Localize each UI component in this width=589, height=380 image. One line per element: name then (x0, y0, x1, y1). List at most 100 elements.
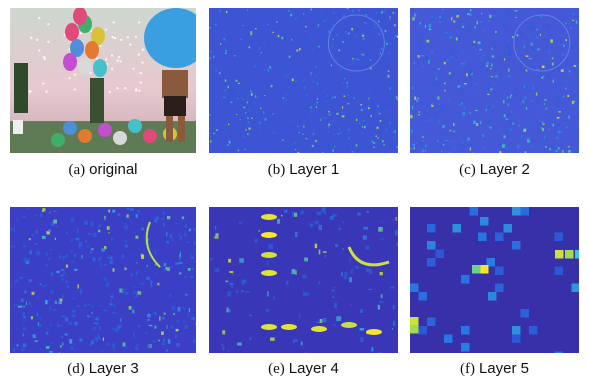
activation (154, 326, 156, 329)
activation (532, 85, 533, 87)
activation (574, 65, 577, 67)
activation (135, 236, 138, 239)
activation (172, 306, 175, 310)
activation (372, 140, 374, 142)
activation (242, 98, 243, 100)
activation (397, 13, 398, 14)
activation (529, 58, 532, 59)
activation (292, 269, 296, 274)
activation (554, 136, 556, 137)
activation (189, 308, 190, 312)
activation (348, 129, 349, 131)
activation (314, 221, 319, 225)
activation (419, 292, 428, 301)
activation (236, 114, 237, 115)
activation (397, 19, 398, 20)
activation (539, 25, 541, 28)
activation (79, 339, 82, 342)
activation (439, 16, 441, 17)
activation (231, 67, 232, 68)
caption-text: Layer 2 (480, 161, 530, 178)
activation (66, 275, 68, 276)
activation (427, 318, 436, 327)
activation (77, 229, 79, 233)
activation (388, 75, 390, 77)
activation (470, 13, 472, 15)
activation (513, 61, 514, 62)
activation (342, 115, 343, 117)
activation (571, 63, 572, 64)
activation (508, 80, 511, 82)
activation (395, 35, 396, 36)
activation (355, 266, 359, 269)
activation (195, 290, 196, 291)
activation (331, 64, 332, 66)
activation (95, 337, 97, 339)
activation (356, 144, 358, 146)
activation (22, 312, 25, 315)
activation (574, 102, 576, 104)
activation (392, 328, 393, 329)
activation (380, 120, 382, 122)
activation (312, 37, 314, 39)
activation (502, 89, 504, 90)
activation (227, 307, 229, 312)
activation (467, 29, 469, 31)
activation (531, 64, 532, 67)
activation (456, 37, 458, 40)
activation (98, 225, 101, 228)
activation (523, 129, 526, 132)
activation (245, 129, 247, 130)
activation (390, 44, 391, 45)
sparkle (119, 60, 121, 62)
activation (82, 255, 83, 258)
activation (508, 75, 510, 77)
activation (461, 103, 462, 105)
activation (48, 258, 51, 260)
activation (321, 207, 325, 212)
activation (396, 142, 397, 144)
activation (343, 115, 345, 117)
activation (79, 242, 83, 246)
activation (333, 13, 335, 14)
activation (472, 265, 481, 274)
activation (66, 265, 68, 268)
activation (441, 150, 442, 152)
activation (577, 93, 579, 94)
activation (374, 24, 375, 26)
activation (242, 131, 244, 133)
activation (343, 248, 345, 250)
activation (74, 254, 76, 257)
activation (308, 100, 309, 102)
activation (346, 107, 348, 109)
activation (264, 72, 265, 74)
activation (565, 250, 574, 259)
activation (481, 68, 483, 71)
activation (302, 59, 303, 61)
activation (432, 84, 433, 86)
activation (566, 126, 568, 129)
activation (23, 216, 25, 217)
sparkle (138, 89, 140, 91)
activation (65, 281, 68, 284)
panel-image (209, 207, 398, 353)
activation (236, 290, 239, 293)
activation (183, 307, 186, 309)
activation (328, 126, 329, 128)
activation (261, 324, 277, 330)
activation (544, 103, 545, 104)
activation (526, 127, 528, 129)
caption: (d)Layer 3 (3, 360, 203, 378)
activation (428, 124, 429, 126)
activation (540, 34, 541, 36)
activation (546, 40, 548, 42)
activation (532, 88, 534, 89)
activation (456, 15, 459, 17)
activation (379, 113, 381, 114)
shorts (164, 96, 186, 116)
activation (243, 280, 247, 283)
activation (51, 272, 54, 276)
activation (71, 239, 73, 242)
activation (307, 50, 308, 52)
activation (295, 80, 296, 81)
